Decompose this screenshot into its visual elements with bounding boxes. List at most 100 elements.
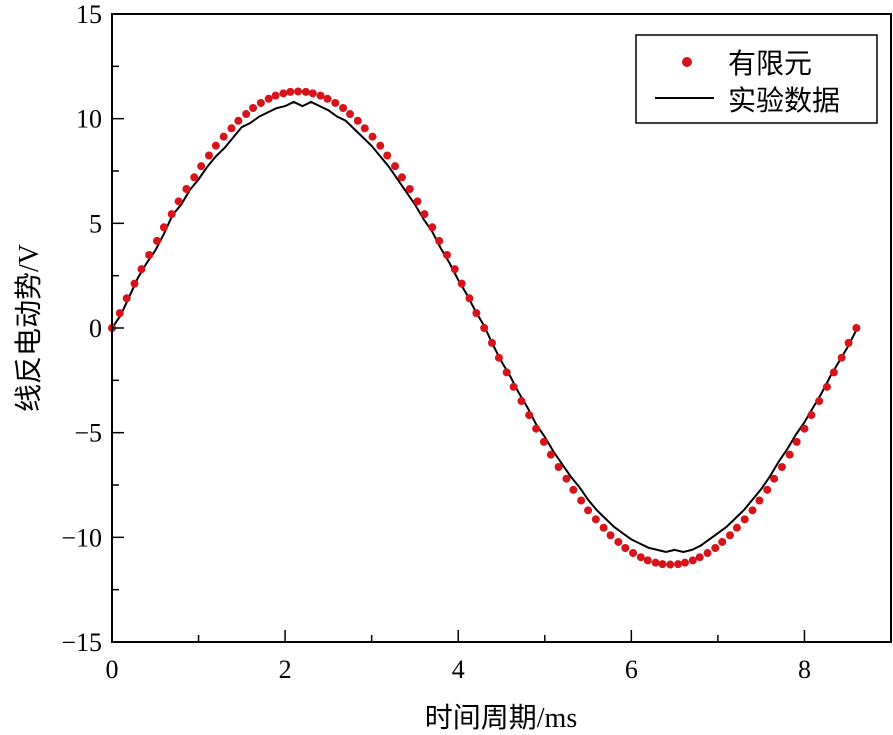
y-tick-label: −15 [61, 628, 102, 657]
y-tick-label: 10 [76, 105, 102, 134]
data-point-fem [711, 544, 720, 553]
data-point-fem [219, 132, 228, 141]
data-point-fem [159, 223, 168, 232]
y-axis-label: 线反电动势/V [13, 244, 45, 412]
data-point-fem [800, 424, 809, 433]
x-tick-label: 0 [106, 655, 119, 684]
data-point-fem [763, 485, 772, 494]
data-point-fem [413, 197, 422, 206]
data-point-fem [316, 91, 325, 100]
data-point-fem [822, 382, 831, 391]
data-point-fem [837, 353, 846, 362]
y-tick-label: −5 [74, 419, 102, 448]
data-point-fem [517, 397, 526, 406]
data-point-fem [815, 397, 824, 406]
data-point-fem [271, 91, 280, 100]
data-point-fem [137, 265, 146, 274]
data-point-fem [829, 368, 838, 377]
data-point-fem [249, 103, 258, 112]
legend-marker-fem [682, 57, 692, 67]
data-point-fem [509, 382, 518, 391]
data-point-fem [777, 462, 786, 471]
data-point-fem [770, 474, 779, 483]
data-point-fem [301, 87, 310, 96]
data-point-fem [227, 124, 236, 133]
y-tick-label: 5 [89, 209, 102, 238]
data-point-fem [502, 368, 511, 377]
x-tick-label: 8 [798, 655, 811, 684]
data-point-fem [852, 324, 861, 332]
data-point-fem [643, 556, 652, 565]
data-point-fem [190, 173, 199, 182]
data-point-fem [651, 558, 660, 567]
data-point-fem [204, 151, 213, 160]
data-point-fem [688, 556, 697, 565]
data-point-fem [256, 98, 265, 107]
legend: 有限元 实验数据 [635, 34, 878, 124]
data-point-fem [115, 309, 124, 318]
data-point-fem [465, 294, 474, 303]
x-axis-label: 时间周期/ms [425, 702, 577, 734]
data-point-fem [376, 141, 385, 150]
data-point-fem [167, 210, 176, 219]
data-point-fem [703, 549, 712, 558]
data-point-fem [792, 437, 801, 446]
data-point-fem [294, 87, 303, 96]
data-point-fem [658, 560, 667, 569]
data-point-fem [569, 485, 578, 494]
data-point-fem [785, 450, 794, 459]
data-point-fem [755, 496, 764, 505]
data-point-fem [472, 309, 481, 318]
data-point-fem [323, 94, 332, 103]
data-point-fem [480, 324, 489, 332]
data-point-fem [807, 411, 816, 420]
data-point-fem [122, 294, 131, 303]
y-tick-label: 15 [76, 0, 102, 29]
data-point-fem [339, 103, 348, 112]
x-tick-label: 6 [625, 655, 638, 684]
data-point-fem [636, 553, 645, 562]
data-point-fem [487, 338, 496, 347]
x-tick-label: 2 [279, 655, 292, 684]
data-point-fem [331, 98, 340, 107]
data-point-fem [494, 353, 503, 362]
legend-label-fem: 有限元 [728, 48, 812, 80]
data-point-fem [211, 141, 220, 150]
data-point-fem [591, 515, 600, 524]
data-point-fem [264, 94, 273, 103]
data-point-fem [546, 450, 555, 459]
y-tick-label: −10 [61, 523, 102, 552]
data-point-fem [554, 462, 563, 471]
data-point-fem [606, 531, 615, 540]
data-point-fem [577, 496, 586, 505]
data-point-fem [420, 210, 429, 219]
data-point-fem [562, 474, 571, 483]
data-point-fem [286, 87, 295, 96]
data-point-fem [391, 162, 400, 171]
legend-label-experiment: 实验数据 [728, 85, 840, 117]
data-point-fem [368, 132, 377, 141]
data-point-fem [457, 279, 466, 288]
data-point-fem [174, 197, 183, 206]
data-point-fem [308, 89, 317, 98]
data-point-fem [279, 89, 288, 98]
data-point-fem [153, 236, 162, 245]
data-point-fem [718, 537, 727, 546]
data-point-fem [428, 223, 437, 232]
data-point-fem [525, 411, 534, 420]
data-point-fem [621, 544, 630, 553]
data-point-fem [532, 424, 541, 433]
data-point-fem [397, 173, 406, 182]
data-point-fem [197, 162, 206, 171]
data-point-fem [130, 279, 139, 288]
data-point-fem [695, 553, 704, 562]
data-point-fem [726, 531, 735, 540]
data-point-fem [145, 250, 154, 259]
data-point-fem [539, 437, 548, 446]
data-point-fem [182, 185, 191, 194]
data-point-fem [360, 124, 369, 133]
data-point-fem [442, 250, 451, 259]
data-point-fem [674, 560, 683, 569]
data-point-fem [629, 549, 638, 558]
